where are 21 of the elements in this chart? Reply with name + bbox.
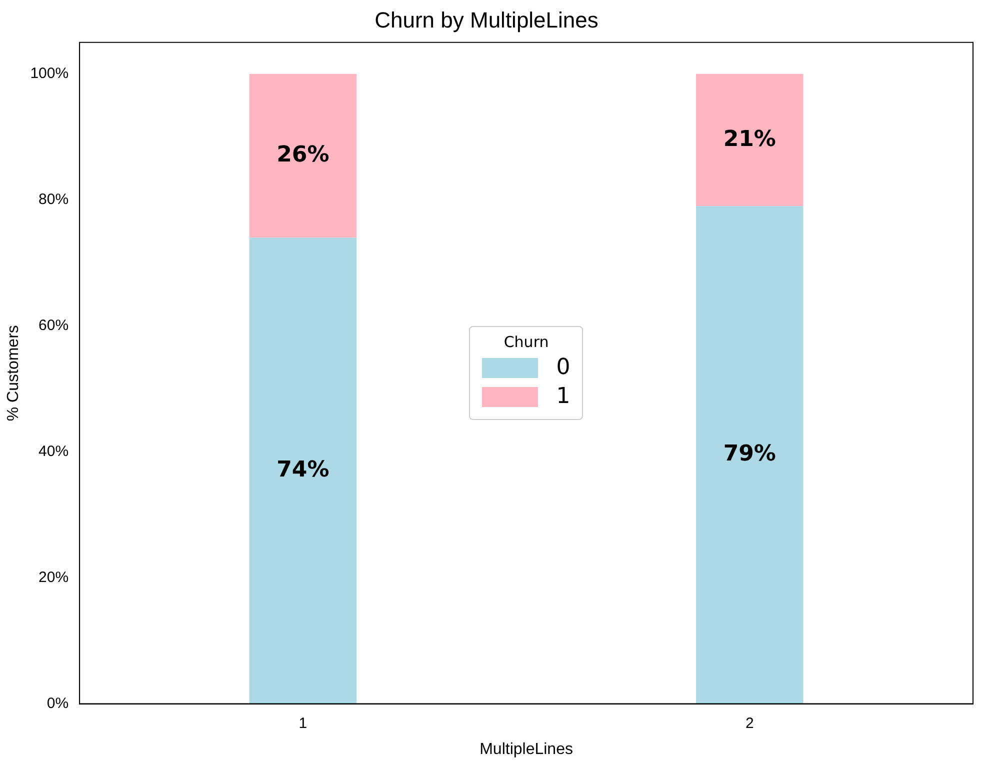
legend-label: 0	[556, 355, 570, 380]
y-tick-label: 60%	[38, 317, 69, 334]
legend-label: 1	[556, 384, 570, 410]
x-axis-title: MultipleLines	[480, 740, 573, 758]
y-tick-label: 80%	[38, 191, 69, 208]
y-tick-label: 0%	[46, 694, 69, 712]
chart-title: Churn by MultipleLines	[374, 7, 598, 32]
y-tick-label: 100%	[30, 65, 69, 82]
bar	[249, 238, 357, 704]
data-label: 74%	[276, 457, 330, 482]
data-label: 26%	[276, 142, 330, 168]
bar	[696, 74, 804, 206]
bar	[249, 74, 357, 238]
legend-title: Churn	[502, 333, 550, 352]
y-tick-label: 40%	[38, 442, 69, 460]
y-tick-label: 20%	[38, 568, 69, 586]
data-label: 21%	[723, 126, 776, 152]
y-axis-title: % Customers	[5, 325, 22, 422]
data-label: 79%	[723, 442, 776, 467]
x-tick-label: 2	[745, 714, 754, 732]
bar	[696, 206, 804, 704]
